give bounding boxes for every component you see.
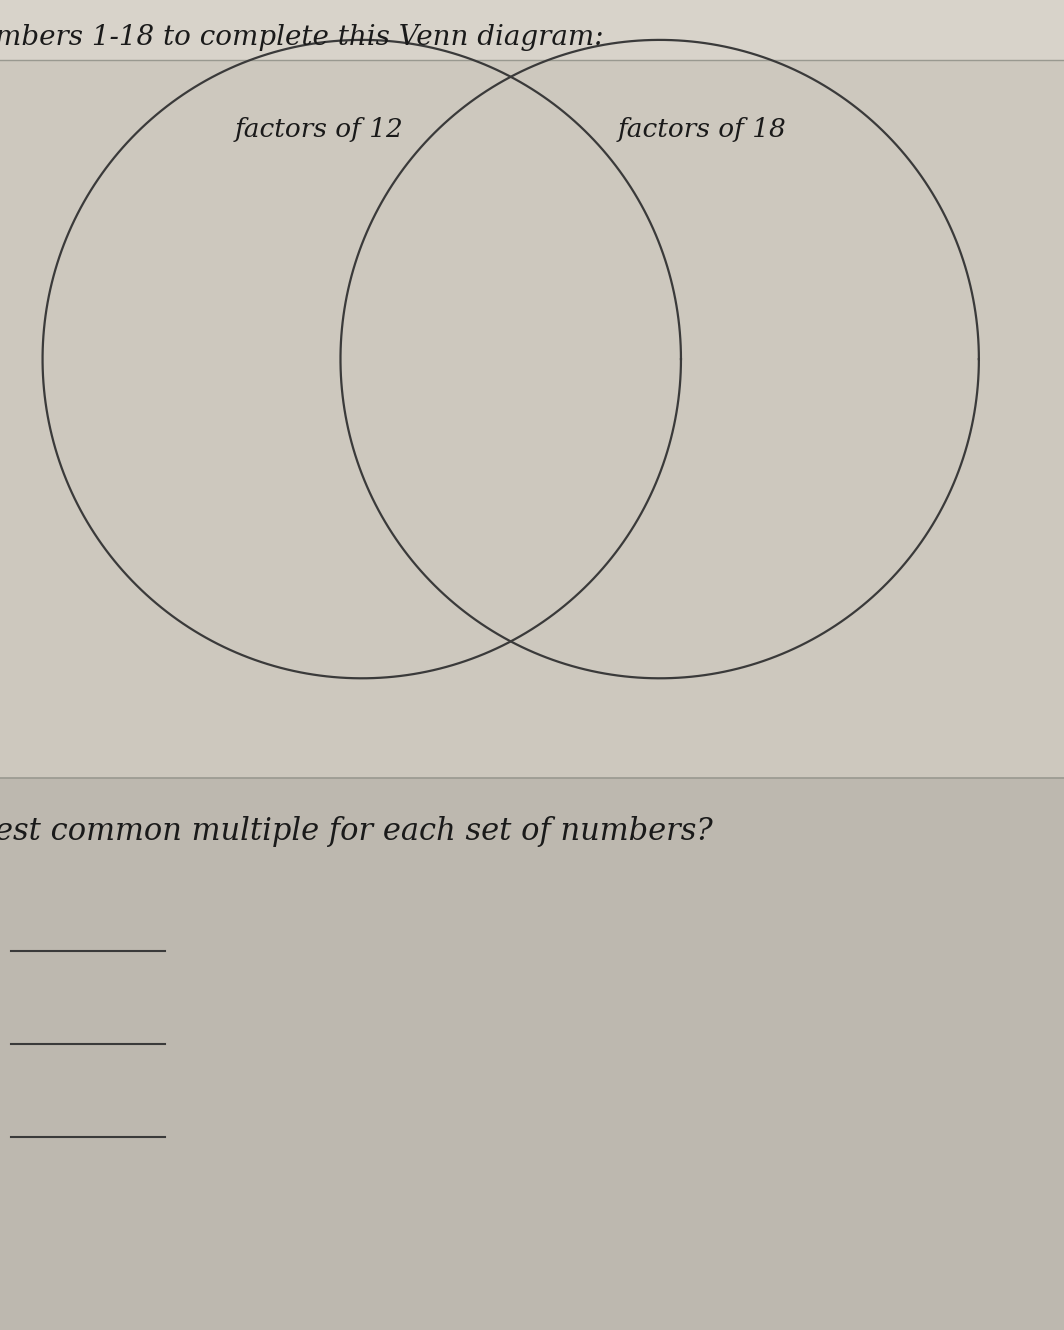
Text: factors of 12: factors of 12	[235, 117, 403, 142]
Bar	[0, 0, 1064, 778]
Bar	[0, 0, 1064, 60]
Text: est common multiple for each set of numbers?: est common multiple for each set of numb…	[0, 815, 713, 847]
Text: factors of 18: factors of 18	[618, 117, 786, 142]
Text: mbers 1-18 to complete this Venn diagram:: mbers 1-18 to complete this Venn diagram…	[0, 24, 603, 51]
